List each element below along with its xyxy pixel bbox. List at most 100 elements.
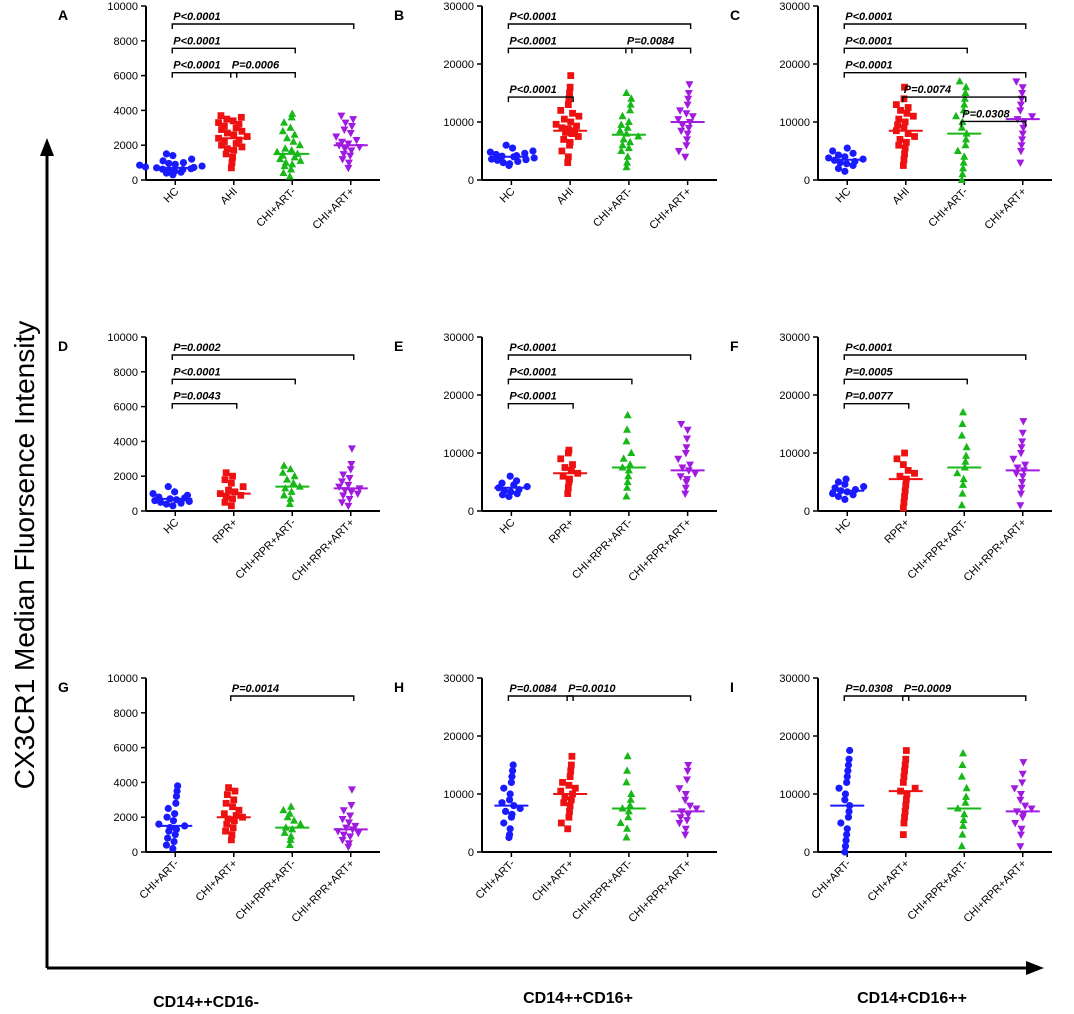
data-point <box>222 799 230 807</box>
data-point <box>902 138 910 146</box>
series-chi-rpr-art- <box>275 461 310 508</box>
data-point <box>901 144 909 152</box>
data-point <box>188 155 196 163</box>
data-point <box>902 481 910 489</box>
series-chi-rpr-art- <box>1005 759 1040 851</box>
data-point <box>564 484 572 492</box>
data-point <box>1018 770 1027 779</box>
data-point <box>566 475 573 483</box>
p-value-label: P<0.0001 <box>845 342 892 354</box>
data-point <box>684 124 693 133</box>
data-point <box>571 784 579 792</box>
data-point <box>564 125 572 133</box>
bracket-line <box>171 354 355 360</box>
data-point <box>344 840 353 848</box>
data-point <box>508 767 517 775</box>
data-point <box>901 83 908 91</box>
data-point <box>172 825 181 833</box>
x-tick-label: RPR+ <box>210 517 239 546</box>
x-tick-label: CHI+RPR+ART- <box>570 516 635 581</box>
data-point <box>911 133 918 140</box>
data-point <box>1018 779 1027 787</box>
data-point <box>836 159 844 167</box>
data-point <box>347 123 356 131</box>
data-point <box>228 159 236 166</box>
data-point <box>169 152 177 160</box>
bracket-line <box>960 120 1027 127</box>
data-point <box>229 117 237 125</box>
p-value-label: P=0.0014 <box>232 683 279 695</box>
data-point <box>957 431 966 439</box>
data-point <box>332 133 341 141</box>
data-point <box>557 787 565 795</box>
bracket-line <box>843 72 1027 78</box>
data-point <box>623 824 632 832</box>
data-point <box>684 811 693 819</box>
data-point <box>279 168 288 177</box>
data-point <box>500 487 508 495</box>
data-point <box>961 140 970 149</box>
data-point <box>237 113 245 121</box>
data-point <box>618 140 627 149</box>
x-tick-label: CHI+RPR+ART+ <box>626 858 693 925</box>
bracket-line <box>507 47 633 54</box>
data-point <box>962 135 971 143</box>
data-point <box>521 149 529 157</box>
data-point <box>675 785 684 793</box>
series-chi-rpr-art- <box>670 762 705 839</box>
data-point <box>169 817 178 825</box>
data-point <box>232 812 240 819</box>
data-point <box>344 159 353 167</box>
data-point <box>339 807 348 815</box>
data-point <box>624 117 633 125</box>
data-point <box>222 827 229 835</box>
data-point <box>616 126 625 134</box>
data-point <box>505 160 514 168</box>
data-point <box>896 136 904 143</box>
significance-bracket: P<0.0001 <box>507 391 574 409</box>
data-point <box>567 118 575 126</box>
data-point <box>843 160 851 168</box>
data-point <box>1028 113 1037 121</box>
x-tick-label: HC <box>162 517 182 537</box>
data-point <box>895 141 903 149</box>
data-point <box>566 808 573 815</box>
data-point <box>627 448 636 456</box>
data-point <box>960 100 969 108</box>
data-point <box>287 831 296 840</box>
x-tick-label: CHI+RPR+ART+ <box>962 858 1029 925</box>
data-point <box>622 833 631 841</box>
data-point <box>953 468 962 477</box>
data-point <box>842 836 850 845</box>
significance-bracket: P=0.0010 <box>566 683 692 701</box>
p-value-label: P=0.0074 <box>904 84 951 96</box>
data-point <box>681 796 690 805</box>
data-point <box>902 796 910 804</box>
data-point <box>959 164 968 172</box>
data-point <box>565 781 573 789</box>
data-point <box>843 144 851 152</box>
data-point <box>198 162 206 170</box>
data-point <box>287 802 296 810</box>
data-point <box>238 143 246 151</box>
y-tick-label: 30000 <box>779 1 810 13</box>
p-value-label: P<0.0001 <box>173 60 220 72</box>
data-point <box>345 495 354 504</box>
data-point <box>844 767 852 775</box>
y-tick-label: 0 <box>468 847 474 859</box>
data-point <box>235 136 243 144</box>
data-point <box>337 478 346 486</box>
data-point <box>295 140 304 149</box>
p-value-label: P<0.0001 <box>509 366 556 378</box>
data-point <box>843 778 851 787</box>
data-point <box>678 121 687 130</box>
bracket-line <box>507 695 574 701</box>
data-point <box>1021 802 1030 810</box>
data-point <box>685 81 694 89</box>
significance-bracket: P=0.0014 <box>230 683 355 701</box>
y-axis-title: CX3CR1 Median Fluorsence Intensity <box>9 321 40 789</box>
series-hc <box>494 472 531 501</box>
data-point <box>1013 464 1022 472</box>
data-point <box>509 761 517 769</box>
series-chi-rpr-art- <box>611 410 646 500</box>
